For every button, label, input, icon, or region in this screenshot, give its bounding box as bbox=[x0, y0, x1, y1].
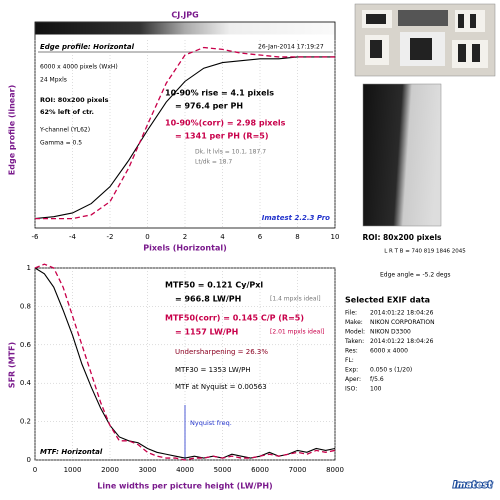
annotation: 62% left of ctr. bbox=[40, 108, 94, 116]
edge-strip bbox=[35, 22, 335, 35]
annotation: MTF at Nyquist = 0.00563 bbox=[175, 383, 267, 391]
exif-key: Aper: bbox=[345, 376, 361, 383]
exif-value: 100 bbox=[370, 386, 382, 393]
annotation: MTF30 = 1353 LW/PH bbox=[175, 366, 251, 374]
x-tick-label: -2 bbox=[107, 233, 114, 241]
exif-key: Taken: bbox=[344, 338, 364, 345]
x-tick-label: 8 bbox=[295, 233, 299, 241]
x-tick-label: -6 bbox=[32, 233, 40, 241]
thumbnail-pattern bbox=[362, 10, 488, 68]
exif-value: NIKON D3300 bbox=[370, 329, 411, 336]
exif-key: ISO: bbox=[345, 386, 357, 393]
file-title: CJ.JPG bbox=[171, 11, 198, 20]
x-tick-label: 4000 bbox=[176, 466, 194, 474]
annotation: Dk, lt lvls = 10.1, 187.7 bbox=[195, 149, 266, 156]
annotation: = 966.8 LW/PH bbox=[175, 295, 241, 304]
edge-angle: Edge angle = -5.2 degs bbox=[380, 272, 451, 279]
annotation: Gamma = 0.5 bbox=[40, 140, 82, 147]
exif-value: 2014:01:22 18:04:26 bbox=[370, 310, 434, 317]
x-tick-label: 0 bbox=[145, 233, 149, 241]
x-tick-label: 10 bbox=[331, 233, 340, 241]
exif-key: Exp: bbox=[345, 367, 358, 374]
x-tick-label: 5000 bbox=[214, 466, 232, 474]
exif-value: 2014:01:22 18:04:26 bbox=[370, 338, 434, 345]
x-axis-title: Pixels (Horizontal) bbox=[143, 244, 226, 253]
y-axis-title: SFR (MTF) bbox=[8, 342, 17, 388]
annotation: = 976.4 per PH bbox=[175, 102, 243, 111]
annotation: 10-90% rise = 4.1 pixels bbox=[165, 89, 274, 98]
x-tick-label: 2 bbox=[183, 233, 187, 241]
mtf-plot: 0 1000 2000 3000 4000 5000 6000 7000 8000 0 0.2 0.4… bbox=[20, 263, 344, 474]
x-tick-label: 4 bbox=[220, 233, 225, 241]
y-tick-label: 0 bbox=[27, 456, 31, 464]
exif-key: Make: bbox=[345, 319, 363, 326]
annotation: = 1157 LW/PH bbox=[175, 328, 238, 337]
x-axis-title: Line widths per picture height (LW/PH) bbox=[97, 482, 272, 491]
exif-value: 0.050 s (1/20) bbox=[370, 367, 412, 374]
annotation: [2.01 mpxls ideal] bbox=[270, 329, 324, 336]
x-tick-label: 3000 bbox=[139, 466, 157, 474]
nyquist-label: Nyquist freq. bbox=[190, 419, 232, 427]
annotation: 6000 x 4000 pixels (WxH) bbox=[40, 64, 118, 71]
annotation: 24 Mpxls bbox=[40, 77, 67, 84]
plot-heading: MTF: Horizontal bbox=[40, 448, 103, 456]
roi-bounds: L R T B = 740 819 1846 2045 bbox=[384, 249, 466, 255]
x-tick-label: 1000 bbox=[64, 466, 82, 474]
exif-key: Model: bbox=[345, 329, 365, 336]
y-tick-label: 0.4 bbox=[20, 379, 32, 387]
edge-plot: -6 -4 -2 0 2 4 6 8 10 bbox=[32, 40, 340, 241]
exif-value: 6000 x 4000 bbox=[370, 348, 408, 355]
x-tick-label: 6 bbox=[258, 233, 263, 241]
x-tick-label: 2000 bbox=[101, 466, 119, 474]
exif-key: Res: bbox=[345, 348, 358, 355]
y-tick-label: 0.8 bbox=[20, 302, 31, 310]
x-tick-label: 6000 bbox=[251, 466, 269, 474]
annotation: Lt/dk = 18.7 bbox=[195, 159, 232, 166]
y-tick-label: 0.6 bbox=[20, 341, 32, 349]
exif-heading: Selected EXIF data bbox=[345, 296, 430, 305]
x-tick-label: -4 bbox=[69, 233, 77, 241]
annotation: MTF50(corr) = 0.145 C/P (R=5) bbox=[165, 314, 304, 323]
y-axis-title: Edge profile (linear) bbox=[8, 85, 17, 175]
annotation: 10-90%(corr) = 2.98 pixels bbox=[165, 119, 286, 128]
roi-image bbox=[362, 83, 442, 227]
y-tick-label: 1 bbox=[27, 264, 31, 272]
timestamp: 26-Jan-2014 17:19:27 bbox=[258, 44, 324, 51]
annotation: Undersharpening = 26.3% bbox=[175, 348, 268, 356]
logo: Imatest bbox=[453, 481, 493, 491]
annotation: = 1341 per PH (R=5) bbox=[175, 132, 269, 141]
exif-key: FL: bbox=[345, 357, 354, 364]
x-tick-label: 8000 bbox=[326, 466, 344, 474]
roi-caption: ROI: 80x200 pixels bbox=[363, 233, 443, 242]
exif-value: NIKON CORPORATION bbox=[370, 319, 435, 326]
y-tick-label: 0.2 bbox=[20, 418, 31, 426]
series-line bbox=[35, 46, 335, 220]
annotation: [1.4 mpxls ideal] bbox=[270, 296, 321, 303]
x-tick-label: 7000 bbox=[289, 466, 307, 474]
annotation: MTF50 = 0.121 Cy/Pxl bbox=[165, 281, 263, 290]
exif-key: File: bbox=[345, 310, 357, 317]
x-tick-label: 0 bbox=[33, 466, 37, 474]
annotation: ROI: 80x200 pixels bbox=[40, 96, 109, 104]
series-line bbox=[34, 263, 336, 461]
exif-value: f/5.6 bbox=[370, 376, 384, 383]
plot-heading: Edge profile: Horizontal bbox=[40, 43, 135, 51]
exif-list: File: 2014:01:22 18:04:26 Make: NIKON CORPO… bbox=[344, 310, 435, 393]
version: Imatest 2.2.3 Pro bbox=[262, 214, 330, 222]
annotation: Y-channel (YL62) bbox=[39, 127, 90, 134]
series-line bbox=[34, 56, 335, 220]
